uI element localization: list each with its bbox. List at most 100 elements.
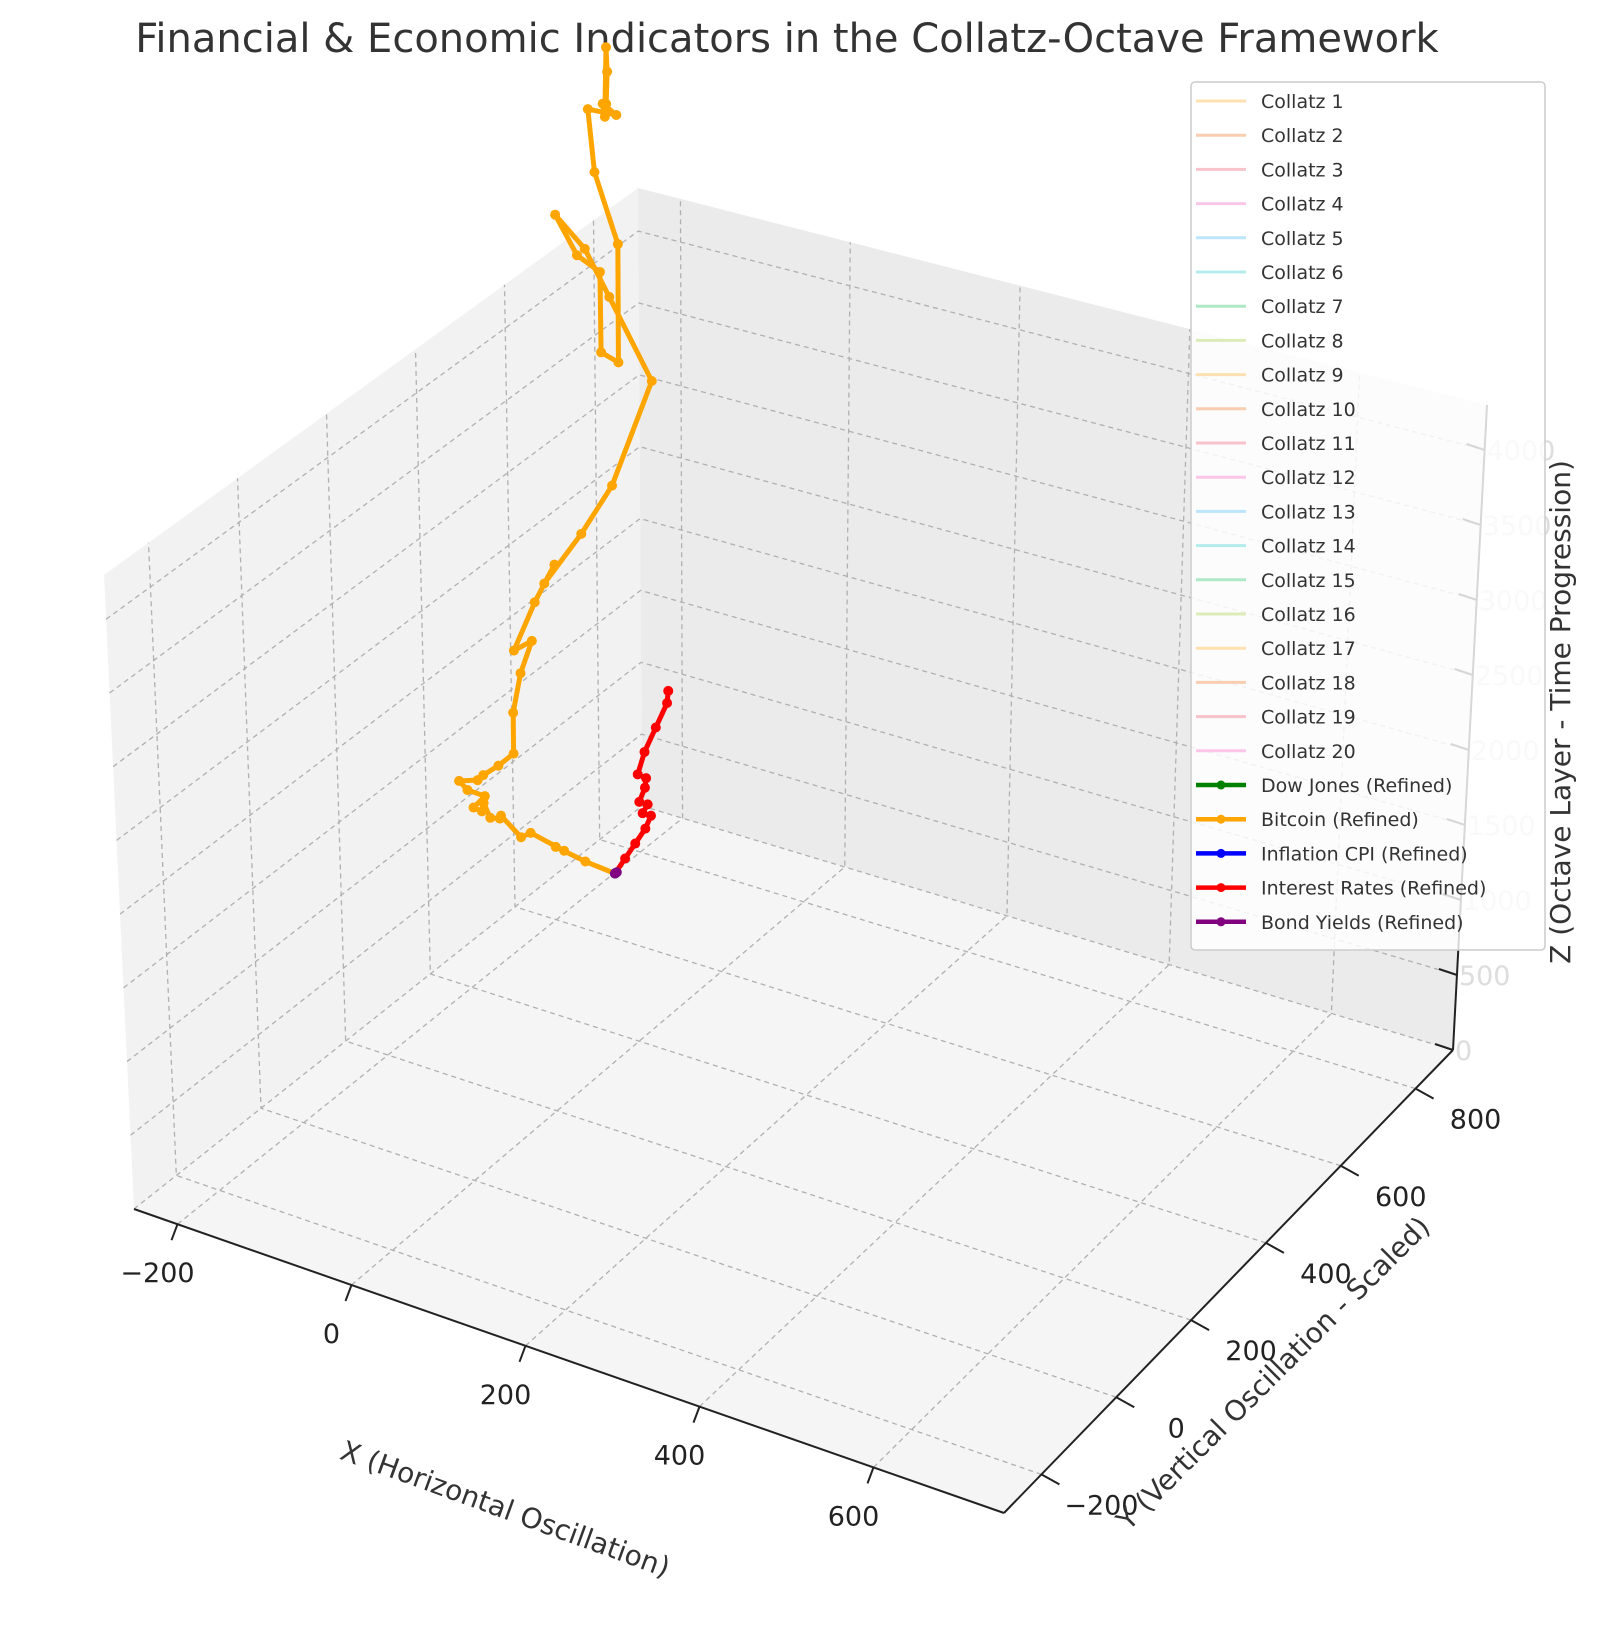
interest-rates-refined-point <box>641 773 652 784</box>
x-grid-line <box>351 242 851 1286</box>
bitcoin-refined-point <box>602 66 613 77</box>
z-grid-line <box>126 661 1462 1063</box>
legend-label-collatz-2: Collatz 2 <box>1261 125 1344 147</box>
legend-box <box>1190 81 1546 951</box>
legend-label-collatz-11: Collatz 11 <box>1261 433 1356 455</box>
legend-label-collatz-6: Collatz 6 <box>1261 262 1344 284</box>
series-layer <box>454 42 674 879</box>
z-tick-label: 500 <box>1459 961 1511 992</box>
floor-pane <box>134 806 1453 1513</box>
x-tick-mark <box>518 1345 527 1363</box>
y-tick-mark <box>1115 1396 1135 1409</box>
x-tick-label: 200 <box>480 1380 532 1411</box>
legend-label-collatz-8: Collatz 8 <box>1261 330 1344 352</box>
y-tick-label: −200 <box>1064 1490 1138 1521</box>
legend-marker-bitcoin-refined <box>1216 814 1226 824</box>
y-tick-label: 600 <box>1375 1182 1427 1213</box>
z-grid-line <box>130 733 1458 1136</box>
y-tick-mark <box>1265 1242 1285 1254</box>
bitcoin-refined-point <box>559 845 570 856</box>
bond-yields-refined-point <box>611 867 622 878</box>
x-tick-label: 600 <box>828 1501 880 1532</box>
chart-title: Financial & Economic Indicators in the C… <box>135 16 1439 62</box>
bitcoin-refined-point <box>549 559 560 570</box>
bitcoin-refined-point <box>580 856 591 867</box>
bitcoin-refined-point <box>454 775 465 786</box>
legend-label-collatz-14: Collatz 14 <box>1261 536 1356 558</box>
legend-label-bitcoin-refined: Bitcoin (Refined) <box>1261 809 1419 831</box>
legend-label-bond-yields-refined: Bond Yields (Refined) <box>1261 912 1464 934</box>
interest-rates-refined-point <box>620 853 631 864</box>
legend-label-collatz-10: Collatz 10 <box>1261 399 1356 421</box>
interest-rates-refined-point <box>634 796 645 807</box>
legend-marker-dow-jones-refined <box>1216 780 1226 790</box>
bitcoin-refined-point <box>462 784 473 795</box>
bitcoin-refined-series <box>454 42 657 879</box>
z-tick-mark <box>1434 1043 1454 1051</box>
z-grid-line <box>116 445 1473 841</box>
bitcoin-refined-point <box>468 802 479 813</box>
legend-label-collatz-15: Collatz 15 <box>1261 570 1356 592</box>
y-tick-label: 400 <box>1300 1259 1352 1290</box>
x-tick-mark <box>866 1467 875 1484</box>
y-tick-mark <box>1340 1164 1360 1177</box>
bitcoin-refined-point <box>529 597 540 608</box>
legend-marker-bond-yields-refined <box>1216 917 1226 927</box>
bitcoin-refined-point <box>596 347 607 358</box>
bitcoin-refined-point <box>550 841 561 852</box>
bitcoin-refined-point <box>594 266 605 277</box>
legend-label-collatz-7: Collatz 7 <box>1261 296 1344 318</box>
bitcoin-refined-point <box>526 635 537 646</box>
legend-label-collatz-4: Collatz 4 <box>1261 194 1344 216</box>
legend-marker-interest-rates-refined <box>1216 883 1226 893</box>
bitcoin-refined-point <box>479 791 490 802</box>
bitcoin-refined-point <box>493 760 504 771</box>
bitcoin-refined-point <box>579 243 590 254</box>
legend-marker-inflation-cpi-refined <box>1216 848 1226 858</box>
y-tick-mark <box>1040 1473 1060 1486</box>
bitcoin-refined-point <box>571 250 582 261</box>
y-tick-mark <box>1415 1087 1435 1100</box>
bitcoin-refined-point <box>604 291 615 302</box>
z-tick-label: 0 <box>1455 1036 1472 1067</box>
legend-label-collatz-13: Collatz 13 <box>1261 501 1356 523</box>
bitcoin-refined-point <box>582 104 593 115</box>
legend-label-collatz-5: Collatz 5 <box>1261 228 1344 250</box>
interest-rates-refined-point <box>646 810 656 821</box>
interest-rates-refined-point <box>663 685 674 696</box>
bitcoin-refined-point <box>607 480 618 491</box>
bond-yields-refined-series <box>610 867 622 879</box>
legend-label-collatz-9: Collatz 9 <box>1261 365 1344 387</box>
x-axis-line <box>133 1208 1005 1514</box>
bitcoin-refined-point <box>589 167 600 178</box>
bitcoin-refined-point <box>599 111 610 122</box>
bitcoin-refined-point <box>525 827 536 838</box>
legend-label-inflation-cpi-refined: Inflation CPI (Refined) <box>1261 843 1468 865</box>
interest-rates-refined-point <box>630 838 641 849</box>
bitcoin-refined-point <box>613 357 624 368</box>
bitcoin-refined-point <box>516 832 527 843</box>
interest-rates-refined-point <box>639 746 650 757</box>
bitcoin-refined-point <box>478 770 489 781</box>
legend-label-collatz-18: Collatz 18 <box>1261 672 1356 694</box>
x-tick-label: 0 <box>323 1319 340 1350</box>
bitcoin-refined-point <box>646 375 657 386</box>
bitcoin-refined-point <box>515 668 526 679</box>
bitcoin-refined-point <box>550 209 561 220</box>
bitcoin-refined-point <box>601 42 611 53</box>
legend-label-dow-jones-refined: Dow Jones (Refined) <box>1261 775 1452 797</box>
legend-label-collatz-1: Collatz 1 <box>1261 91 1344 113</box>
x-tick-label: 400 <box>654 1441 706 1472</box>
x-tick-label: −200 <box>120 1258 194 1289</box>
bitcoin-refined-point <box>476 806 487 817</box>
legend-label-collatz-3: Collatz 3 <box>1261 159 1344 181</box>
bitcoin-refined-point <box>539 578 550 589</box>
interest-rates-refined-point <box>632 769 643 780</box>
interest-rates-refined-point <box>640 823 651 834</box>
z-axis-label: Z (Octave Layer - Time Progression) <box>1544 460 1577 964</box>
back-left-pane <box>104 188 642 1209</box>
x-grid-line <box>525 285 1021 1347</box>
interest-rates-refined-point <box>639 782 650 793</box>
interest-rates-refined-point <box>650 722 661 733</box>
